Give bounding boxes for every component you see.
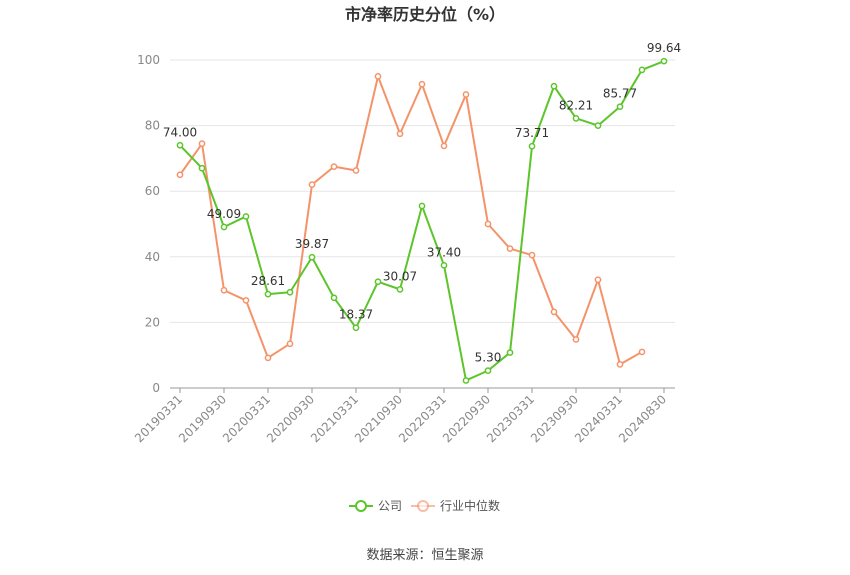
- data-point: [418, 80, 426, 88]
- data-point: [484, 367, 492, 374]
- series-industry-median: [176, 73, 646, 368]
- data-point: [550, 82, 558, 90]
- legend-label: 公司: [378, 499, 402, 513]
- data-label: 28.61: [251, 274, 285, 288]
- series-company: [176, 57, 668, 384]
- legend[interactable]: 公司 行业中位数: [347, 496, 519, 516]
- data-point: [264, 354, 272, 362]
- data-label: 49.09: [207, 207, 241, 221]
- data-labels: 74.00 49.09 28.61 39.87 18.37 30.07 37.40 5.30 7…: [163, 41, 681, 364]
- data-point: [198, 140, 206, 147]
- data-point: [616, 361, 624, 368]
- data-point: [638, 348, 646, 356]
- data-point: [264, 290, 272, 298]
- data-label: 74.00: [163, 125, 197, 139]
- y-tick-label: 40: [145, 250, 160, 264]
- data-label: 37.40: [427, 245, 461, 259]
- data-point: [462, 377, 470, 384]
- data-point: [572, 336, 580, 343]
- y-tick-label: 20: [145, 315, 160, 329]
- data-point: [198, 164, 206, 172]
- source-note: 数据来源：恒生聚源: [366, 548, 483, 563]
- data-point: [572, 115, 580, 122]
- y-tick-label: 60: [145, 184, 160, 198]
- legend-swatch-marker: [355, 500, 367, 512]
- data-label: 85.77: [603, 87, 637, 101]
- data-point: [374, 73, 382, 80]
- data-point: [594, 122, 602, 129]
- y-tick-label: 0: [152, 381, 160, 395]
- data-label: 73.71: [515, 126, 549, 140]
- data-point: [418, 202, 426, 210]
- data-point: [506, 349, 514, 356]
- data-point: [286, 288, 294, 296]
- legend-item-industry-median[interactable]: 行业中位数: [409, 496, 519, 516]
- data-point: [352, 324, 360, 332]
- data-point: [286, 340, 294, 348]
- data-point: [242, 213, 250, 220]
- x-axis: 2019033120190930202003312020093020210331…: [132, 387, 675, 445]
- data-point: [308, 181, 316, 188]
- data-point: [220, 223, 228, 231]
- y-tick-label: 100: [137, 53, 160, 67]
- legend-label: 行业中位数: [440, 498, 500, 513]
- data-label: 30.07: [383, 269, 417, 283]
- data-point: [506, 245, 514, 252]
- legend-swatch-marker: [417, 500, 429, 512]
- data-point: [396, 286, 404, 293]
- data-point: [638, 66, 646, 74]
- x-tick-label: 20240830: [616, 392, 669, 445]
- data-point: [594, 276, 602, 284]
- data-point: [374, 278, 382, 286]
- data-point: [330, 294, 338, 302]
- data-point: [462, 91, 470, 98]
- data-label: 99.64: [647, 41, 681, 55]
- data-point: [660, 57, 668, 65]
- legend-item-company[interactable]: 公司: [347, 496, 404, 516]
- data-point: [220, 286, 228, 294]
- data-point: [352, 167, 360, 174]
- data-point: [440, 261, 448, 269]
- data-point: [528, 142, 536, 150]
- data-label: 5.30: [475, 351, 502, 365]
- data-label: 39.87: [295, 237, 329, 251]
- y-tick-label: 80: [145, 119, 160, 133]
- data-point: [550, 308, 558, 316]
- data-point: [616, 103, 624, 111]
- chart-title: 市净率历史分位（%）: [345, 5, 505, 24]
- data-point: [308, 253, 316, 261]
- data-point: [242, 297, 250, 304]
- data-point: [330, 163, 338, 170]
- series-layer: [176, 57, 668, 384]
- data-point: [176, 141, 184, 149]
- data-label: 18.37: [339, 308, 373, 322]
- data-point: [396, 130, 404, 138]
- y-axis: 0 20 40 60 80 100: [137, 53, 160, 395]
- data-point: [484, 220, 492, 228]
- data-point: [176, 171, 184, 179]
- series-line: [179, 75, 643, 366]
- data-point: [440, 142, 448, 150]
- data-label: 82.21: [559, 98, 593, 112]
- data-point: [528, 251, 536, 259]
- grid: [170, 59, 675, 323]
